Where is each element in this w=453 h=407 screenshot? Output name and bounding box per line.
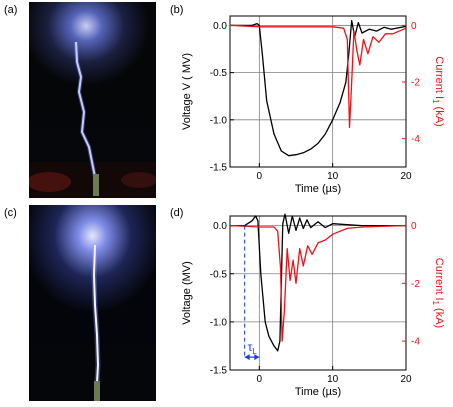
y-tick-label: -1.5 <box>210 366 228 377</box>
spark-photo-a <box>29 2 156 198</box>
y-tick-label: -1.0 <box>210 115 228 126</box>
y2-tick-label: -2 <box>411 78 420 89</box>
y-axis-title: Voltage V ( MV) <box>181 53 193 130</box>
x-tick-label: 10 <box>327 171 339 182</box>
panel-label-d: (d) <box>170 207 184 219</box>
y-tick-label: -0.5 <box>210 269 228 280</box>
tau-arrow-tail <box>244 354 250 361</box>
x-tick-label: 10 <box>327 374 339 385</box>
y2-axis-title: Current I1 (kA) <box>431 258 445 328</box>
current-series-line <box>229 224 407 342</box>
panel-label-c: (c) <box>4 207 17 219</box>
voltage-series-line <box>230 213 406 352</box>
x-tick-label: 0 <box>257 171 263 182</box>
y2-axis-title: Current I1 (kA) <box>431 56 445 126</box>
current-series-line <box>229 24 407 128</box>
panel-label-a: (a) <box>4 4 18 16</box>
y2-tick-label: 0 <box>411 221 417 232</box>
x-axis-title: Time (µs) <box>295 183 341 195</box>
x-tick-label: 20 <box>400 374 412 385</box>
y2-tick-label: 0 <box>411 21 417 32</box>
spark-photo-c <box>29 205 156 401</box>
x-tick-label: 0 <box>257 374 263 385</box>
plot-frame <box>229 215 407 371</box>
y-tick-label: 0.0 <box>213 221 227 232</box>
tau-arrow-head <box>254 354 260 361</box>
y-tick-label: -1.5 <box>210 163 228 174</box>
x-axis-title: Time (µs) <box>295 386 341 398</box>
voltage-series-line <box>230 20 407 157</box>
y-tick-label: 0.0 <box>213 21 227 32</box>
plot-frame <box>229 15 407 168</box>
panel-label-b: (b) <box>170 4 184 16</box>
x-tick-label: 20 <box>400 171 412 182</box>
y2-tick-label: -2 <box>411 279 420 290</box>
y-axis-title: Voltage (MV) <box>181 261 193 325</box>
tau-label: τL <box>248 340 258 356</box>
y-tick-label: -0.5 <box>210 68 228 79</box>
y-tick-label: -1.0 <box>210 317 228 328</box>
y2-tick-label: -4 <box>411 337 420 348</box>
y2-tick-label: -4 <box>411 134 420 145</box>
